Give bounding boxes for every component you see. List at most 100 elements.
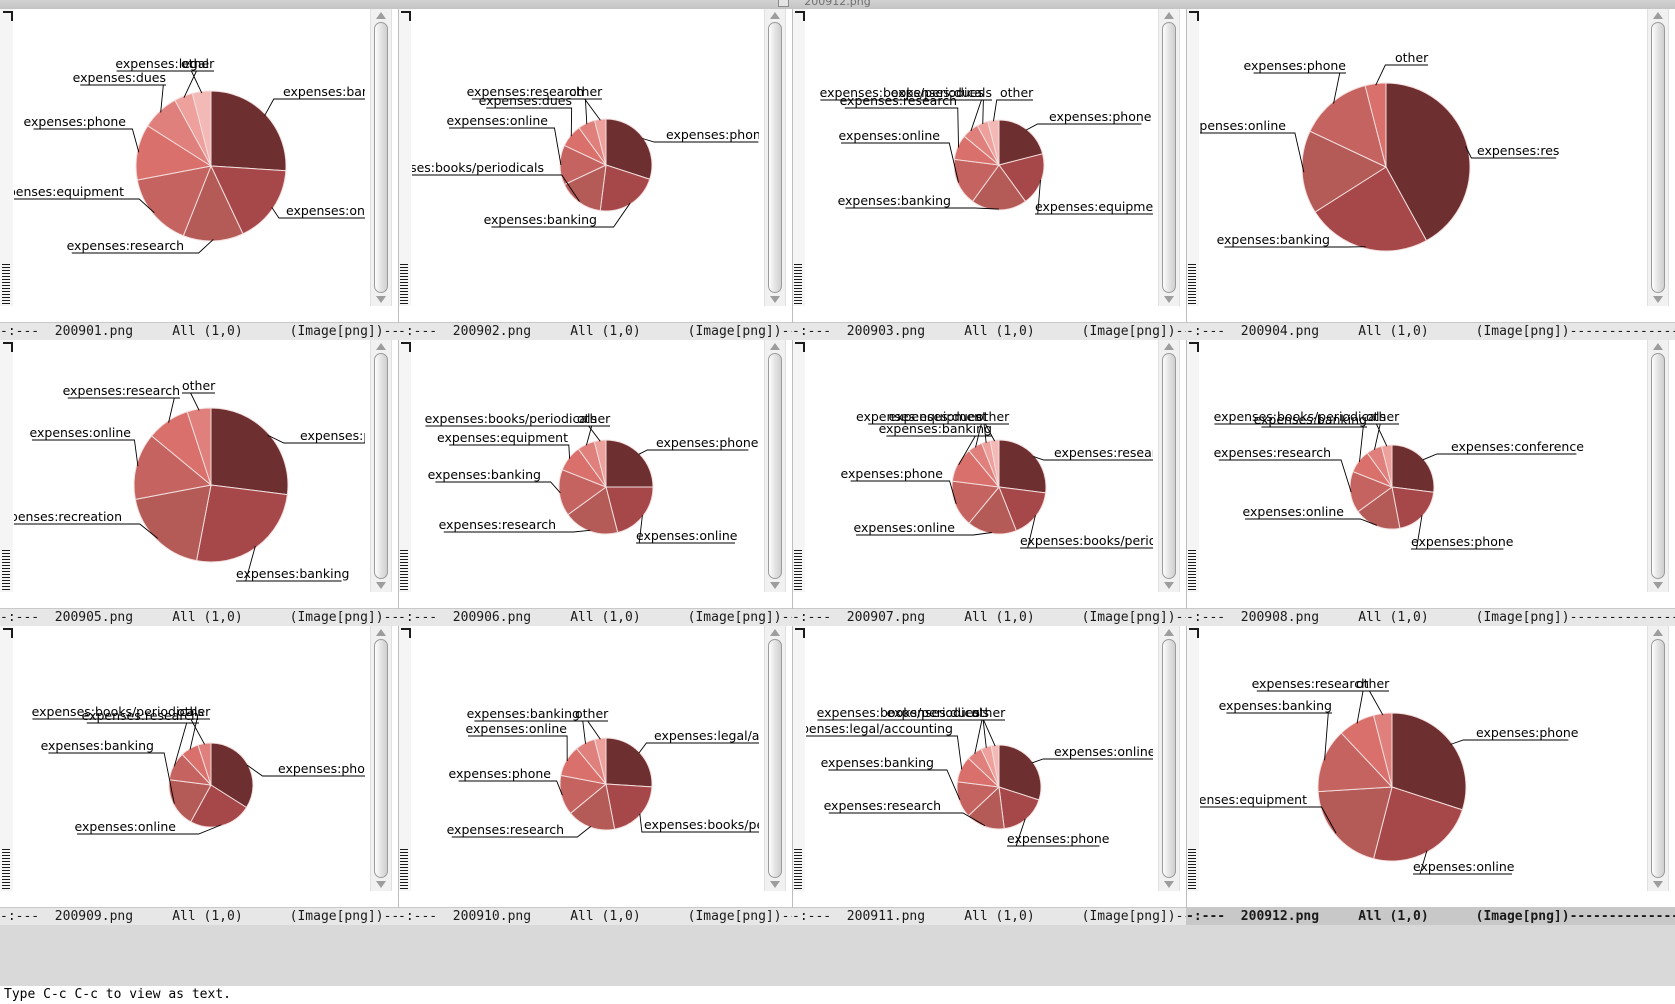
window-body[interactable]: expenses:phone expenses:equipment expenses… (792, 9, 1186, 323)
mode-line-200904[interactable]: -:--- 200904.png All (1,0) (Image[png])-… (1186, 322, 1675, 340)
window-body[interactable]: expenses:banking expenses:online expenses:… (0, 9, 398, 323)
image-window-200912[interactable]: expenses:phone expenses:online xpenses:equ… (1186, 626, 1675, 925)
scrollbar-thumb[interactable] (374, 353, 388, 579)
scroll-up-arrow-icon[interactable] (1164, 629, 1174, 636)
window-body[interactable]: expenses:legal/accoun expenses:books/peri… (398, 626, 792, 908)
vertical-scrollbar[interactable] (764, 9, 786, 306)
label-leader-line (584, 98, 588, 125)
image-window-200901[interactable]: expenses:banking expenses:online expenses:… (0, 9, 398, 340)
scrollbar-thumb[interactable] (1651, 353, 1665, 579)
scroll-up-arrow-icon[interactable] (1164, 343, 1174, 350)
window-body[interactable]: expenses:conference expenses:phone expense… (1186, 340, 1675, 609)
scroll-up-arrow-icon[interactable] (770, 12, 780, 19)
window-body[interactable]: expenses:online expenses:phone expenses:re… (792, 626, 1186, 908)
scroll-up-arrow-icon[interactable] (376, 629, 386, 636)
vertical-scrollbar[interactable] (370, 340, 392, 592)
mode-line-gap-1 (925, 609, 964, 626)
scrollbar-thumb[interactable] (1162, 639, 1176, 878)
window-body[interactable]: expenses:phone expenses:online expenses:re… (398, 340, 792, 609)
mode-line-200908[interactable]: -:--- 200908.png All (1,0) (Image[png])-… (1186, 608, 1675, 626)
mode-line-200911[interactable]: -:--- 200911.png All (1,0) (Image[png])-… (792, 907, 1186, 925)
scroll-down-arrow-icon[interactable] (1653, 881, 1663, 888)
window-body[interactable]: expenses:res expenses:banking expenses:onl… (1186, 9, 1675, 323)
pie-label: expenses:online (1413, 859, 1515, 874)
pie-label: expenses:phone (1476, 725, 1579, 740)
window-icon (777, 0, 789, 7)
scroll-down-arrow-icon[interactable] (1653, 296, 1663, 303)
image-window-200903[interactable]: expenses:phone expenses:equipment expenses… (792, 9, 1186, 340)
vertical-scrollbar[interactable] (1647, 340, 1669, 592)
mode-line-200902[interactable]: -:--- 200902.png All (1,0) (Image[png])-… (398, 322, 792, 340)
vertical-scrollbar[interactable] (1158, 340, 1180, 592)
scroll-up-arrow-icon[interactable] (770, 629, 780, 636)
image-corner-marker-icon (1189, 342, 1199, 352)
mode-line-200905[interactable]: -:--- 200905.png All (1,0) (Image[png])-… (0, 608, 398, 626)
mode-line-200909[interactable]: -:--- 200909.png All (1,0) (Image[png])-… (0, 907, 398, 925)
label-leader-line (556, 529, 591, 533)
vertical-scrollbar[interactable] (764, 626, 786, 891)
mode-line-200903[interactable]: -:--- 200903.png All (1,0) (Image[png])-… (792, 322, 1186, 340)
vertical-scrollbar[interactable] (1647, 626, 1669, 891)
image-window-200911[interactable]: expenses:online expenses:phone expenses:re… (792, 626, 1186, 925)
scroll-up-arrow-icon[interactable] (1653, 12, 1663, 19)
vertical-scrollbar[interactable] (1158, 9, 1180, 306)
scroll-down-arrow-icon[interactable] (1653, 582, 1663, 589)
vertical-scrollbar[interactable] (370, 626, 392, 891)
image-window-200907[interactable]: expenses:research expenses:books/periodic… (792, 340, 1186, 626)
scrollbar-thumb[interactable] (1651, 22, 1665, 293)
scroll-up-arrow-icon[interactable] (376, 343, 386, 350)
mode-line-200901[interactable]: -:--- 200901.png All (1,0) (Image[png])-… (0, 322, 398, 340)
scroll-down-arrow-icon[interactable] (770, 582, 780, 589)
mode-line-position: All (1,0) (964, 610, 1035, 625)
vertical-scrollbar[interactable] (764, 340, 786, 592)
scrollbar-thumb[interactable] (1651, 639, 1665, 878)
window-body[interactable]: expenses:phone expenses:online expenses:ba… (0, 626, 398, 908)
image-window-200909[interactable]: expenses:phone expenses:online expenses:ba… (0, 626, 398, 925)
window-body[interactable]: expenses:phone expenses:banking expenses:r… (0, 340, 398, 609)
scroll-down-arrow-icon[interactable] (1164, 881, 1174, 888)
label-leader-line (1465, 146, 1477, 159)
scroll-down-arrow-icon[interactable] (1164, 296, 1174, 303)
scroll-down-arrow-icon[interactable] (770, 296, 780, 303)
scroll-down-arrow-icon[interactable] (376, 881, 386, 888)
window-body[interactable]: expenses:research expenses:books/periodic… (792, 340, 1186, 609)
scroll-down-arrow-icon[interactable] (376, 296, 386, 303)
scrollbar-thumb[interactable] (768, 22, 782, 293)
scrollbar-thumb[interactable] (374, 639, 388, 878)
vertical-scrollbar[interactable] (1158, 626, 1180, 891)
image-window-200905[interactable]: expenses:phone expenses:banking expenses:r… (0, 340, 398, 626)
scroll-up-arrow-icon[interactable] (376, 12, 386, 19)
scroll-down-arrow-icon[interactable] (1164, 582, 1174, 589)
scroll-up-arrow-icon[interactable] (770, 343, 780, 350)
mode-line-major-mode: (Image[png]) (289, 610, 384, 625)
image-window-200908[interactable]: expenses:conference expenses:phone expense… (1186, 340, 1675, 626)
image-window-200904[interactable]: expenses:res expenses:banking expenses:onl… (1186, 9, 1675, 340)
vertical-scrollbar[interactable] (1647, 9, 1669, 306)
mode-line-fill: ----------------------------------------… (383, 909, 398, 924)
mode-line-200910[interactable]: -:--- 200910.png All (1,0) (Image[png])-… (398, 907, 792, 925)
window-body[interactable]: expenses:phone expenses:banking enses:book… (398, 9, 792, 323)
mode-line-fill: ----------------------------------------… (1569, 610, 1675, 625)
mode-line-200906[interactable]: -:--- 200906.png All (1,0) (Image[png])-… (398, 608, 792, 626)
scrollbar-thumb[interactable] (768, 639, 782, 878)
scrollbar-thumb[interactable] (374, 22, 388, 293)
mode-line-200912[interactable]: -:--- 200912.png All (1,0) (Image[png])-… (1186, 907, 1675, 925)
scrollbar-thumb[interactable] (1162, 22, 1176, 293)
label-leader-line (940, 142, 959, 183)
image-window-200906[interactable]: expenses:phone expenses:online expenses:re… (398, 340, 792, 626)
window-body[interactable]: expenses:phone expenses:online xpenses:equ… (1186, 626, 1675, 908)
pie-label: expenses:research (447, 822, 564, 837)
scroll-up-arrow-icon[interactable] (1653, 343, 1663, 350)
scroll-up-arrow-icon[interactable] (1164, 12, 1174, 19)
mode-line-major-mode: (Image[png]) (687, 324, 782, 339)
image-window-200902[interactable]: expenses:phone expenses:banking enses:book… (398, 9, 792, 340)
scroll-up-arrow-icon[interactable] (1653, 629, 1663, 636)
scrollbar-thumb[interactable] (1162, 353, 1176, 579)
vertical-scrollbar[interactable] (370, 9, 392, 306)
image-window-200910[interactable]: expenses:legal/accoun expenses:books/peri… (398, 626, 792, 925)
scroll-down-arrow-icon[interactable] (376, 582, 386, 589)
scrollbar-thumb[interactable] (768, 353, 782, 579)
mode-line-200907[interactable]: -:--- 200907.png All (1,0) (Image[png])-… (792, 608, 1186, 626)
scroll-down-arrow-icon[interactable] (770, 881, 780, 888)
mode-line-gap-2 (243, 908, 290, 925)
